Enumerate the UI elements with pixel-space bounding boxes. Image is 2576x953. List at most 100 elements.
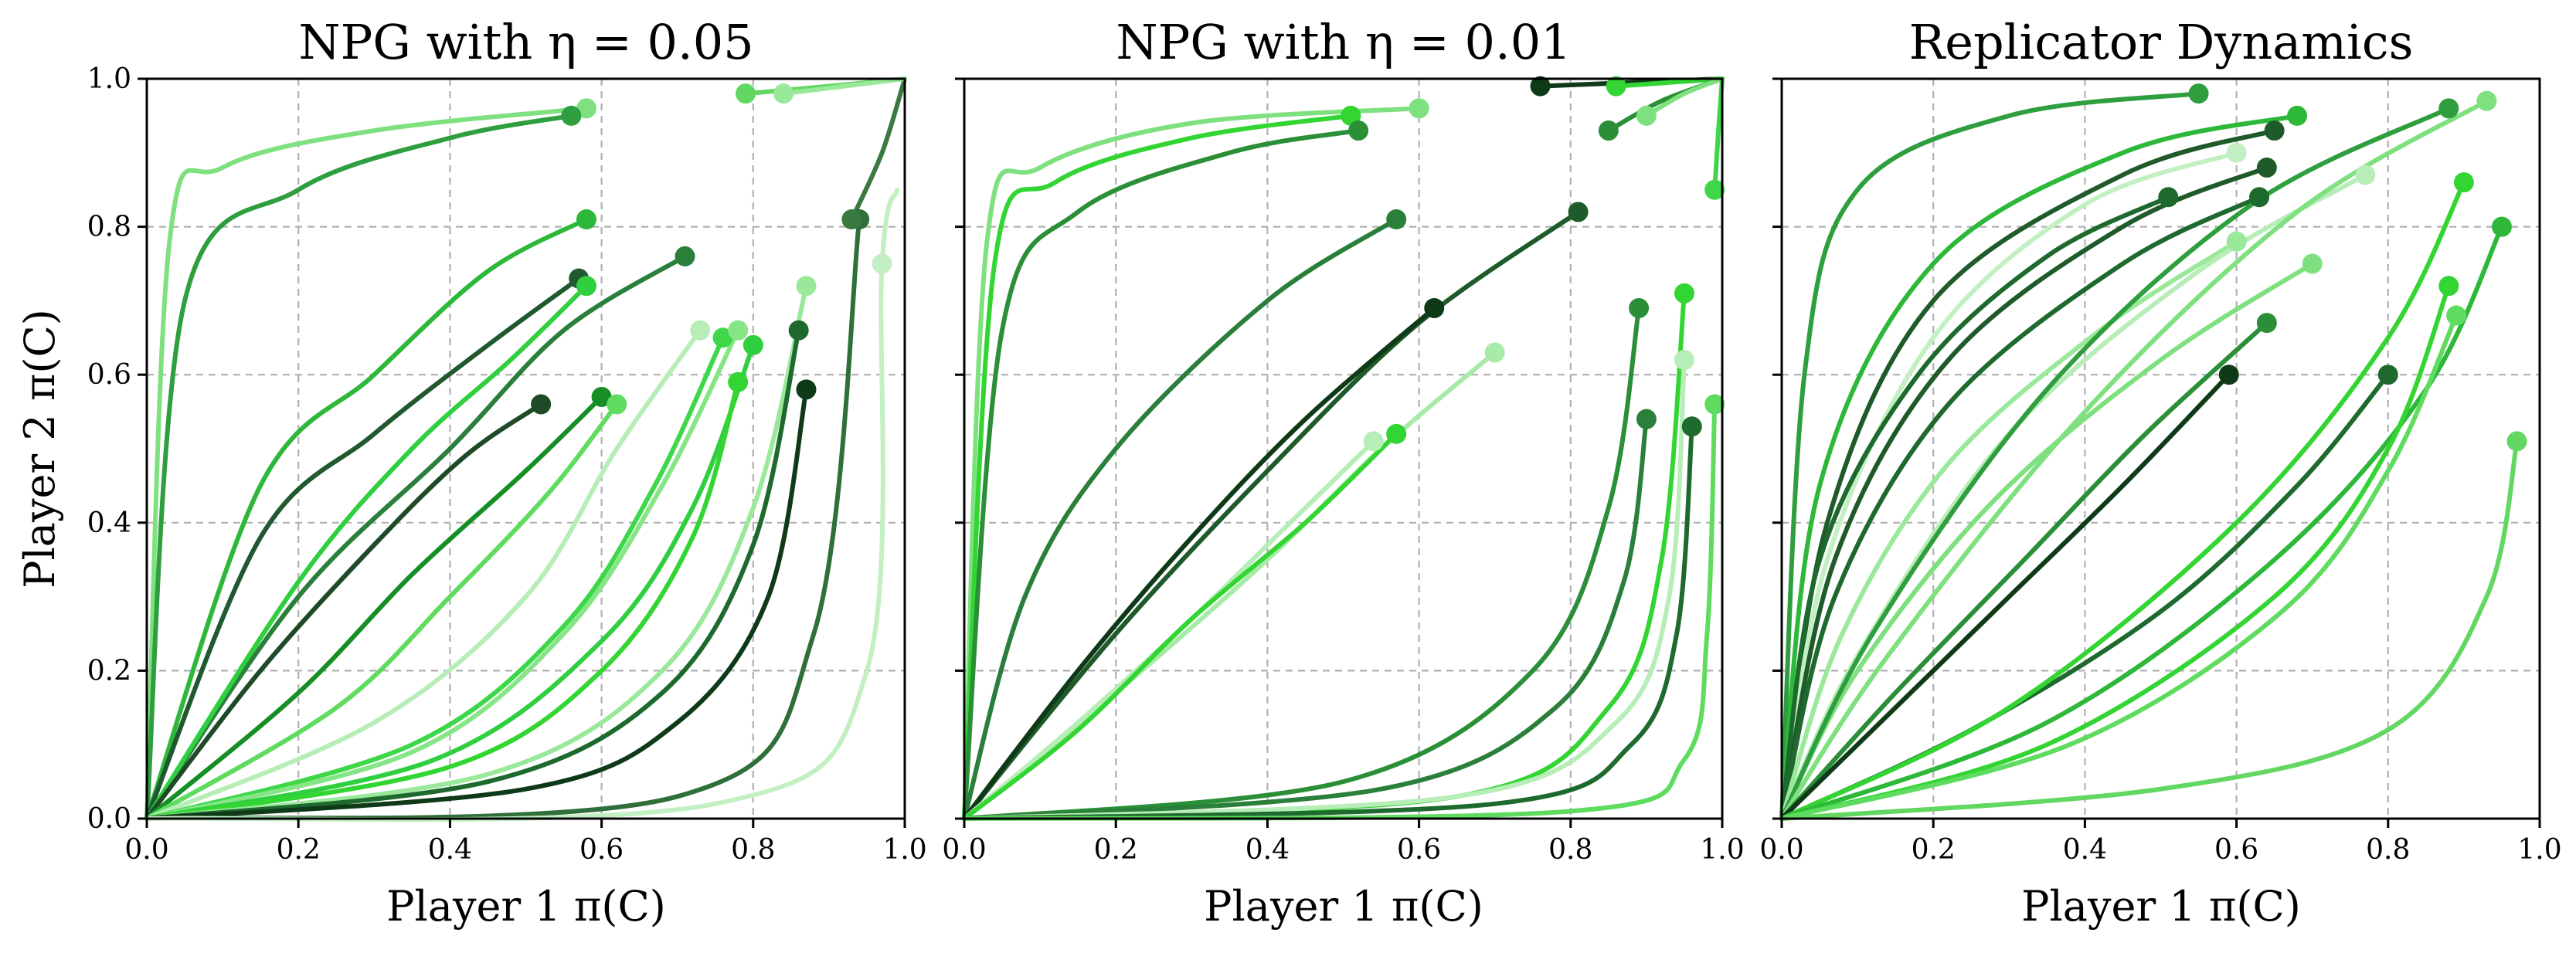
- endpoint-dot: [675, 246, 695, 266]
- grid: [147, 79, 905, 819]
- endpoint-dot: [1568, 202, 1589, 222]
- x-tick-label: 1.0: [1700, 834, 1744, 866]
- endpoint-dot: [2158, 187, 2179, 208]
- endpoint-dot: [2506, 431, 2527, 452]
- trajectory-line: [1779, 180, 2466, 821]
- endpoint-dot: [2377, 365, 2398, 385]
- panel-replicator: Replicator Dynamics 0.0 0.2 0.4 0.6 0.8 1.0 P…: [1759, 14, 2561, 931]
- trajectory-line: [144, 387, 809, 821]
- y-tick-labels: 0.0 0.2 0.4 0.6 0.8 1.0: [87, 63, 131, 835]
- endpoint-dot: [712, 327, 733, 348]
- endpoint-dot: [2188, 83, 2209, 104]
- endpoint-dot: [1681, 416, 1702, 437]
- endpoint-dot: [2453, 172, 2474, 193]
- x-tick-label: 0.6: [2214, 834, 2258, 866]
- endpoint-dot: [1386, 423, 1407, 444]
- endpoint-dot: [1629, 297, 1650, 318]
- x-tick-label: 1.0: [882, 834, 926, 866]
- trajectory-line: [1779, 195, 2171, 821]
- endpoint-dot: [2438, 276, 2459, 297]
- endpoint-dot: [1363, 431, 1384, 452]
- endpoint-dot: [872, 253, 892, 274]
- trajectory-line: [144, 379, 741, 821]
- trajectory-line: [962, 306, 1437, 821]
- ticks: [138, 77, 906, 828]
- endpoint-dot: [1674, 283, 1694, 304]
- trajectory-line: [781, 76, 907, 97]
- trajectory-line: [962, 358, 1687, 821]
- trajectory-line: [144, 342, 756, 821]
- endpoint-dot: [2491, 216, 2512, 237]
- y-tick-label: 1.0: [87, 63, 131, 95]
- trajectory-line: [144, 283, 589, 821]
- trajectory-line: [144, 253, 688, 821]
- endpoint-dot: [2226, 142, 2247, 163]
- x-axis-label: Player 1 π(C): [386, 882, 666, 931]
- trajectory-line: [144, 276, 582, 821]
- trajectory-line: [144, 402, 544, 821]
- x-axis-label: Player 1 π(C): [1204, 882, 1483, 931]
- endpoint-dot: [690, 320, 711, 341]
- panel-npg-001: NPG with η = 0.01 0.0 0.2 0.4 0.6 0.8 1.0 Pla…: [942, 14, 1744, 931]
- endpoint-dot: [531, 394, 552, 415]
- trajectory-line: [1779, 239, 2239, 821]
- endpoint-dot: [1636, 105, 1657, 126]
- ticks: [955, 77, 1724, 828]
- trajectory-line: [1779, 98, 2489, 821]
- x-tick-label: 0.4: [1246, 834, 1290, 866]
- endpoint-dot: [2287, 105, 2308, 126]
- endpoint-dot: [796, 379, 817, 400]
- endpoint-dot: [1348, 120, 1369, 141]
- endpoint-dot: [1636, 409, 1657, 429]
- endpoint-dot: [2476, 90, 2497, 111]
- trajectory-line: [1779, 283, 2452, 821]
- trajectory-line: [144, 402, 620, 821]
- endpoint-dot: [796, 276, 817, 297]
- x-tick-label: 0.2: [277, 834, 321, 866]
- endpoint-dot: [1484, 342, 1505, 363]
- trajectory-line: [962, 416, 1649, 821]
- endpoint-dot: [2256, 313, 2277, 334]
- trajectory-line: [1779, 439, 2520, 821]
- trajectory-line: [962, 306, 1642, 821]
- endpoint-dot: [728, 320, 749, 341]
- endpoint-dot: [1386, 209, 1407, 230]
- endpoint-dot: [2355, 164, 2376, 185]
- endpoint-dot: [1606, 76, 1626, 97]
- y-tick-label: 0.0: [87, 803, 131, 835]
- x-tick-label: 0.0: [124, 834, 168, 866]
- trajectory-line: [1779, 261, 2315, 821]
- endpoint-dot: [591, 386, 612, 407]
- plot-frame: [145, 77, 906, 820]
- trajectory-line: [962, 128, 1361, 821]
- x-tick-label: 1.0: [2517, 834, 2561, 866]
- endpoint-dot: [607, 394, 627, 415]
- x-tick-labels: 0.0 0.2 0.4 0.6 0.8 1.0: [1759, 834, 2561, 866]
- endpoints: [2158, 83, 2527, 452]
- trajectory-line: [144, 327, 703, 821]
- endpoint-dot: [728, 371, 749, 392]
- trajectory-line: [1779, 165, 2269, 821]
- grid: [964, 79, 1722, 819]
- endpoint-dot: [743, 334, 763, 355]
- endpoint-dot: [1674, 350, 1694, 371]
- endpoints: [531, 83, 892, 415]
- trajectory-line: [962, 209, 1581, 821]
- trajectory-line: [1779, 150, 2239, 821]
- trajectory-line: [1779, 113, 2300, 821]
- plot-frame: [963, 77, 1724, 820]
- x-tick-label: 0.0: [942, 834, 986, 866]
- trajectory-line: [962, 106, 1422, 821]
- endpoint-dot: [841, 209, 862, 230]
- endpoint-dot: [1704, 179, 1725, 200]
- trajectory-line: [962, 431, 1399, 821]
- trajectory-line: [1779, 372, 2231, 821]
- endpoint-dot: [1409, 98, 1429, 119]
- endpoint-dot: [788, 320, 809, 341]
- trajectory-line: [1779, 106, 2452, 821]
- trajectories: [962, 76, 1725, 821]
- y-tick-label: 0.4: [87, 507, 131, 539]
- trajectories: [1779, 91, 2520, 821]
- x-axis-label: Player 1 π(C): [2021, 882, 2301, 931]
- trajectory-line: [144, 217, 589, 821]
